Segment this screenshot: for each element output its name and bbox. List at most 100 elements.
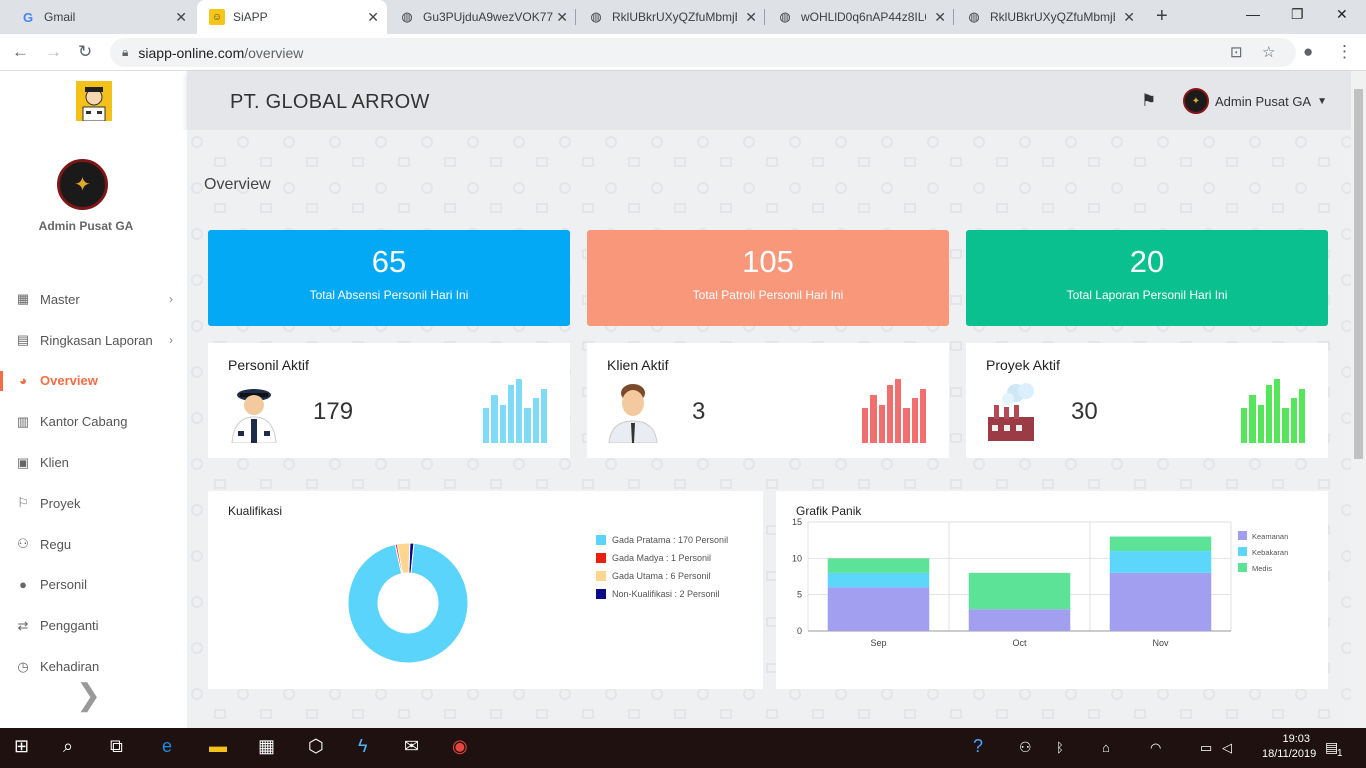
chevron-right-icon: ›: [169, 292, 173, 307]
client-person-icon: [608, 384, 658, 443]
forward-icon[interactable]: →: [45, 42, 62, 61]
file-explorer-icon[interactable]: ▬: [209, 736, 227, 756]
mini-bar: [919, 388, 926, 443]
legend-swatch: [1238, 531, 1247, 540]
sidebar-item-ringkasan-laporan[interactable]: ▤ Ringkasan Laporan ›: [0, 320, 187, 361]
legend-label: Medis: [1252, 564, 1272, 573]
scroll-down-chevron-icon[interactable]: ❯: [76, 679, 102, 712]
battery-icon[interactable]: ▭: [1200, 740, 1213, 755]
edge-icon[interactable]: e: [162, 736, 173, 756]
building-icon: ▥: [16, 413, 30, 429]
legend-swatch: [596, 571, 606, 581]
people-icon[interactable]: ⚇: [1019, 739, 1032, 755]
legend-swatch: [596, 589, 606, 599]
sidebar-item-overview[interactable]: ◕ Overview: [0, 361, 187, 402]
stat-label: Total Absensi Personil Hari Ini: [309, 288, 469, 302]
legend-swatch: [596, 535, 606, 545]
close-tab-icon[interactable]: ✕: [367, 8, 379, 25]
bar-segment-keamanan: [827, 587, 930, 631]
mini-bar: [532, 398, 539, 443]
person-icon: ●: [19, 577, 27, 593]
browser-tab-gmail[interactable]: G Gmail ✕: [8, 0, 195, 34]
tab-title: wOHLlD0q6nAP44z8IL6: [801, 10, 926, 24]
legend-label: Gada Pratama : 170 Personil: [612, 535, 729, 545]
close-tab-icon[interactable]: ✕: [745, 8, 757, 25]
browser-tab[interactable]: ◍ Gu3PUjduA9wezVOK77 ✕: [387, 0, 576, 34]
menu-dots-icon[interactable]: ⋮: [1336, 42, 1353, 61]
help-icon[interactable]: ?: [973, 736, 984, 756]
sidebar-item-pengganti[interactable]: ⇄ Pengganti: [0, 605, 187, 646]
sidebar-item-kantor-cabang[interactable]: ▥ Kantor Cabang: [0, 401, 187, 442]
bar-segment-kebakaran: [827, 572, 930, 588]
back-icon[interactable]: ←: [12, 42, 29, 61]
stat-patroli[interactable]: 105 Total Patroli Personil Hari Ini: [587, 230, 949, 326]
tab-title: Gu3PUjduA9wezVOK77: [423, 10, 554, 24]
sidebar-item-label: Overview: [40, 373, 98, 389]
app-logo[interactable]: [0, 71, 187, 130]
app-header: PT. GLOBAL ARROW ⚑ ✦ Admin Pusat GA ▼: [187, 71, 1351, 130]
reload-icon[interactable]: ↻: [78, 42, 93, 61]
mini-bar: [507, 385, 514, 443]
sidebar-item-label: Ringkasan Laporan: [40, 332, 153, 348]
stat-absensi[interactable]: 65 Total Absensi Personil Hari Ini: [208, 230, 570, 326]
card-count: 3: [692, 398, 706, 425]
sidebar-item-kehadiran[interactable]: ◷ Kehadiran: [0, 646, 187, 687]
close-tab-icon[interactable]: ✕: [1123, 8, 1135, 25]
sidebar-item-proyek[interactable]: ⚐ Proyek: [0, 483, 187, 524]
tab-title: RklUBkrUXyQZfuMbmjE: [990, 10, 1115, 24]
close-tab-icon[interactable]: ✕: [556, 8, 568, 25]
browser-tab[interactable]: ◍ RklUBkrUXyQZfuMbmjE ✕: [954, 0, 1143, 34]
store-icon[interactable]: ▦: [258, 736, 276, 756]
stat-value: 65: [371, 244, 407, 279]
sidebar-item-master[interactable]: ▦ Master ›: [0, 279, 187, 320]
sidebar-item-label: Pengganti: [40, 618, 99, 634]
browser-tab[interactable]: ◍ RklUBkrUXyQZfuMbmjE ✕: [576, 0, 765, 34]
clock[interactable]: 19:03 18/11/2019: [1262, 732, 1316, 762]
scrollbar-thumb[interactable]: [1354, 89, 1363, 459]
main-content: Overview 65 Total Absensi Personil Hari …: [187, 130, 1351, 728]
restore-icon[interactable]: ❐: [1291, 6, 1304, 22]
address-bar[interactable]: 🔒︎ siapp-online.com/overview ⊡ ☆: [110, 38, 1296, 67]
browser-tab-siapp[interactable]: ☺ SiAPP ✕: [197, 0, 387, 34]
legend-swatch: [1238, 563, 1247, 572]
translate-icon[interactable]: ⊡: [1230, 44, 1243, 61]
close-tab-icon[interactable]: ✕: [934, 8, 946, 25]
legend-item: Non-Kualifikasi : 2 Personil: [596, 585, 728, 603]
close-window-icon[interactable]: ✕: [1336, 6, 1348, 22]
task-view-icon[interactable]: ⧉: [110, 736, 123, 756]
notification-flag-icon[interactable]: ⚑: [1141, 91, 1157, 110]
profile-icon[interactable]: ●: [1303, 42, 1314, 61]
chrome-icon[interactable]: ◉: [452, 736, 468, 756]
sidebar-item-personil[interactable]: ● Personil: [0, 565, 187, 606]
sidebar-item-label: Klien: [40, 455, 69, 471]
sidebar-item-regu[interactable]: ⚇ Regu: [0, 524, 187, 565]
browser-tab[interactable]: ◍ wOHLlD0q6nAP44z8IL6 ✕: [765, 0, 954, 34]
mini-bar: [1249, 395, 1256, 443]
bar-segment-medis: [968, 572, 1071, 610]
network-icon[interactable]: ⌂: [1102, 740, 1110, 755]
stat-value: 20: [1129, 244, 1165, 279]
browser-toolbar: ← → ↻ 🔒︎ siapp-online.com/overview ⊡ ☆ ●…: [0, 34, 1366, 71]
windows-start-icon[interactable]: ⊞: [14, 736, 30, 756]
volume-icon[interactable]: ◁: [1222, 740, 1232, 755]
mini-bar: [483, 407, 490, 443]
notification-center-icon[interactable]: ▤: [1325, 739, 1339, 755]
page-scrollbar[interactable]: [1351, 71, 1366, 728]
bookmark-star-icon[interactable]: ☆: [1262, 44, 1276, 61]
new-tab-icon[interactable]: +: [1156, 5, 1168, 27]
search-icon[interactable]: ⌕: [63, 736, 74, 756]
globe-icon: ◍: [968, 9, 980, 24]
mail-icon[interactable]: ✉: [404, 736, 420, 756]
legend-item: Gada Madya : 1 Personil: [596, 549, 728, 567]
sidebar-item-label: Kantor Cabang: [40, 414, 128, 430]
mini-bar-chart: [483, 379, 547, 443]
stat-laporan[interactable]: 20 Total Laporan Personil Hari Ini: [966, 230, 1328, 326]
minimize-icon[interactable]: —: [1246, 6, 1260, 22]
sidebar-item-klien[interactable]: ▣ Klien: [0, 442, 187, 483]
bluetooth-icon[interactable]: ᛒ: [1056, 740, 1064, 755]
vs-code-icon[interactable]: ϟ: [358, 736, 368, 756]
wifi-icon[interactable]: ◠: [1150, 740, 1162, 755]
user-menu[interactable]: ✦ Admin Pusat GA ▼: [1183, 88, 1327, 114]
close-tab-icon[interactable]: ✕: [175, 8, 187, 25]
dropbox-icon[interactable]: ⬡: [308, 736, 324, 756]
